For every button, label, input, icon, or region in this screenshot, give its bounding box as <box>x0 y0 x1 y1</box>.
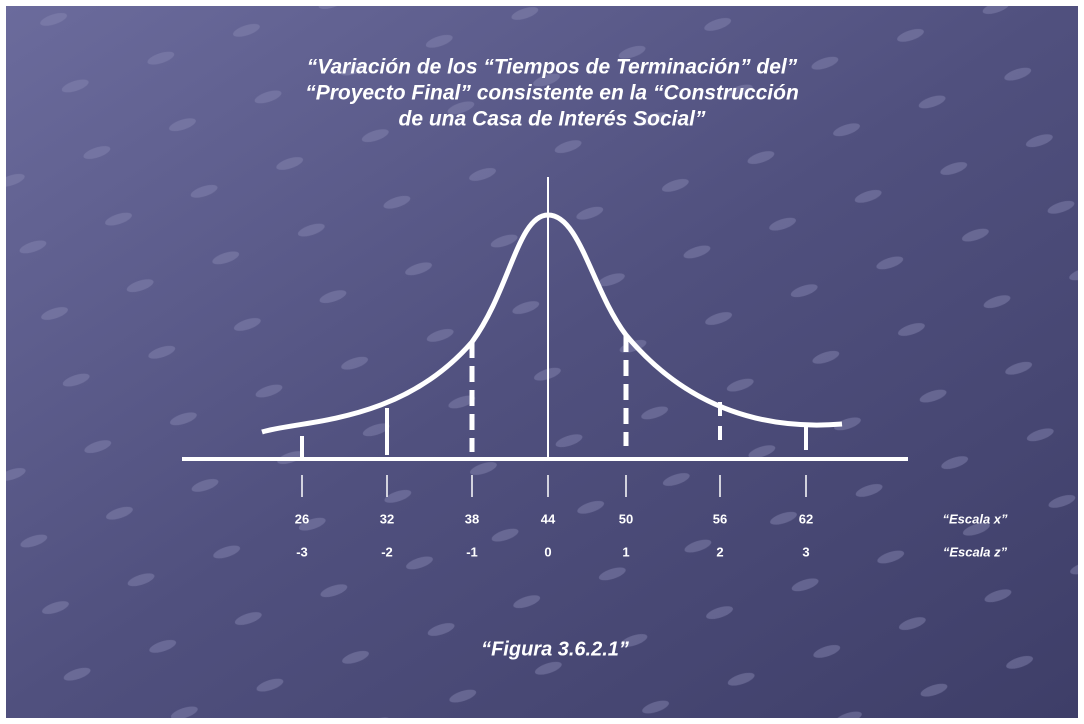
title-line: “Proyecto Final” consistente en la “Cons… <box>305 82 799 105</box>
title-line: “Variación de los “Tiempos de Terminació… <box>307 56 798 79</box>
tick-label: 32 <box>380 511 394 526</box>
tick-label: 2 <box>716 544 723 559</box>
title-line: de una Casa de Interés Social” <box>399 108 706 131</box>
tick-label: -2 <box>381 544 393 559</box>
tick-label: 3 <box>802 544 809 559</box>
tick-label: 62 <box>799 511 813 526</box>
tick-label: -3 <box>296 544 308 559</box>
dot-pattern <box>6 6 1078 718</box>
scale-label: “Escala x” <box>942 511 1008 526</box>
normal-curve-diagram <box>182 177 908 461</box>
tick-label: 0 <box>544 544 551 559</box>
tick-label: 56 <box>713 511 727 526</box>
tick-label: -1 <box>466 544 478 559</box>
tick-label: 26 <box>295 511 309 526</box>
tick-label: 38 <box>465 511 479 526</box>
tick-label: 1 <box>622 544 629 559</box>
scale-label: “Escala z” <box>943 544 1008 559</box>
tick-label: 50 <box>619 511 633 526</box>
figure-caption: “Figura 3.6.2.1” <box>481 638 629 660</box>
tick-label: 44 <box>541 511 556 526</box>
bell-curve <box>261 212 843 435</box>
